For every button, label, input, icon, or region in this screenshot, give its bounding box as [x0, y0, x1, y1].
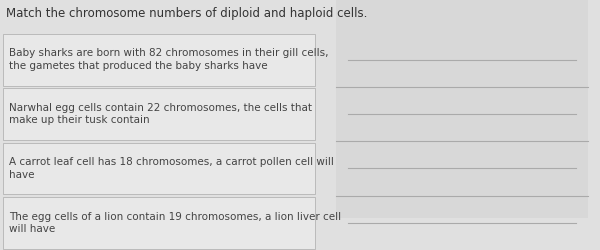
- Bar: [3, 197, 315, 249]
- Bar: [3, 142, 315, 195]
- Bar: [336, 0, 588, 218]
- Text: Baby sharks are born with 82 chromosomes in their gill cells,
the gametes that p: Baby sharks are born with 82 chromosomes…: [9, 48, 329, 71]
- Text: Match the chromosome numbers of diploid and haploid cells.: Match the chromosome numbers of diploid …: [6, 8, 367, 20]
- Text: A carrot leaf cell has 18 chromosomes, a carrot pollen cell will
have: A carrot leaf cell has 18 chromosomes, a…: [9, 157, 334, 180]
- Bar: [3, 88, 315, 140]
- Bar: [3, 34, 315, 86]
- Text: The egg cells of a lion contain 19 chromosomes, a lion liver cell
will have: The egg cells of a lion contain 19 chrom…: [9, 212, 341, 234]
- Text: Narwhal egg cells contain 22 chromosomes, the cells that
make up their tusk cont: Narwhal egg cells contain 22 chromosomes…: [9, 103, 312, 125]
